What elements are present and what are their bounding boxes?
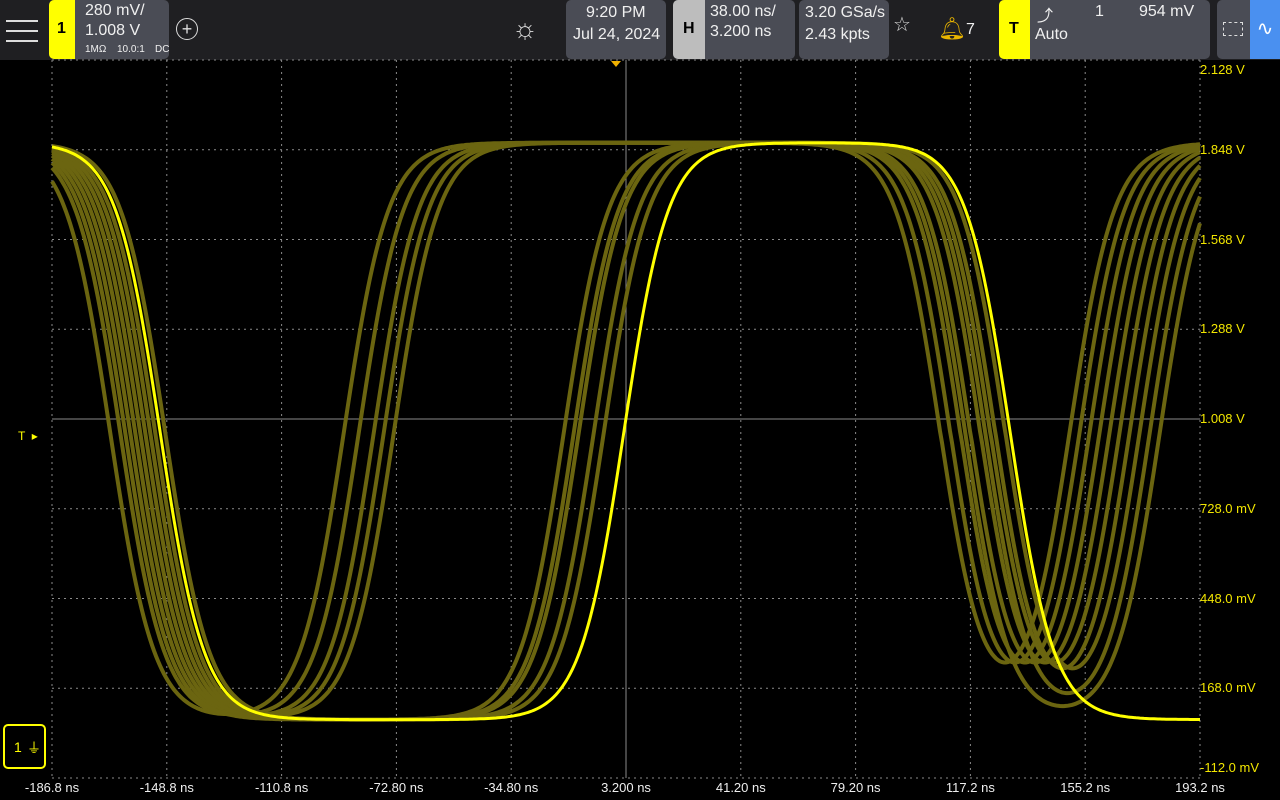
x-axis-label: -148.8 ns — [139, 780, 194, 795]
persistence-trace — [51, 140, 1202, 722]
rising-edge-icon: ⤴ — [1037, 8, 1054, 25]
favorites-icon[interactable]: ☆ — [893, 14, 911, 36]
ground-marker[interactable]: 1 ⏚ — [3, 724, 46, 769]
persistence-trace — [51, 140, 1202, 722]
box-zoom-icon[interactable] — [1223, 22, 1243, 36]
zoom-select-button[interactable]: ∿ — [1217, 0, 1280, 59]
y-axis-label: 448.0 mV — [1200, 590, 1256, 606]
horizontal-button[interactable]: H 38.00 ns/ 3.200 ns — [673, 0, 795, 59]
menu-icon[interactable] — [6, 18, 38, 42]
x-axis-label: 117.2 ns — [945, 780, 995, 795]
x-axis-label: -34.80 ns — [484, 780, 539, 795]
top-toolbar: 1 280 mV/ 1.008 V 1MΩ 10.0:1 DC + ☼ 9:20… — [0, 0, 1280, 60]
y-axis-label: 1.568 V — [1200, 231, 1245, 247]
horizontal-scale: 38.00 ns/ — [710, 3, 776, 20]
ground-icon: ⏚ — [27, 740, 41, 756]
x-axis-label: 3.200 ns — [601, 780, 651, 795]
persistence-traces — [50, 140, 1202, 722]
trigger-source: 1 — [1095, 3, 1104, 20]
channel1-button[interactable]: 1 280 mV/ 1.008 V 1MΩ 10.0:1 DC — [49, 0, 169, 59]
trigger-mode: Auto — [1035, 26, 1068, 43]
channel-number: 1 — [57, 20, 66, 37]
notification-count: 7 — [966, 21, 975, 38]
channel-probe: 10.0:1 — [117, 44, 145, 55]
channel-scale: 280 mV/ — [85, 2, 145, 19]
channel-impedance: 1MΩ — [85, 44, 107, 55]
channel-offset: 1.008 V — [85, 22, 141, 39]
x-axis-label: 193.2 ns — [1175, 780, 1225, 795]
waveform-mode-icon[interactable]: ∿ — [1250, 0, 1280, 59]
x-axis-label: 41.20 ns — [715, 780, 766, 795]
trigger-level: 954 mV — [1139, 3, 1195, 20]
points: 2.43 kpts — [805, 26, 870, 43]
notifications-bell-icon[interactable]: 🔔︎ — [938, 16, 966, 41]
channel1-trace — [51, 141, 1200, 722]
y-axis-label: -112.0 mV — [1200, 760, 1260, 775]
y-axis-label: 728.0 mV — [1200, 500, 1256, 516]
y-axis-label: 1.008 V — [1200, 411, 1245, 426]
x-axis-label: -186.8 ns — [24, 780, 80, 795]
horizontal-label: H — [683, 20, 695, 37]
y-axis-label: 2.128 V — [1200, 62, 1245, 77]
horizontal-position: 3.200 ns — [710, 23, 772, 40]
x-axis-label: -72.80 ns — [369, 780, 424, 795]
x-axis-label: 155.2 ns — [1060, 780, 1111, 795]
add-channel-icon[interactable]: + — [176, 18, 198, 40]
sample-rate: 3.20 GSa/s — [805, 4, 886, 21]
channel-coupling: DC — [155, 44, 170, 55]
y-axis-label: 1.288 V — [1200, 321, 1245, 337]
y-axis-label: 168.0 mV — [1200, 680, 1256, 696]
x-axis-label: 79.20 ns — [830, 780, 881, 795]
persistence-trace — [50, 141, 1202, 722]
clock-time: 9:20 PM — [586, 4, 646, 21]
acquisition-button[interactable]: 3.20 GSa/s 2.43 kpts — [799, 0, 889, 59]
brightness-icon[interactable]: ☼ — [512, 13, 538, 44]
persistence-trace — [51, 140, 1202, 722]
clock-date: Jul 24, 2024 — [573, 26, 661, 43]
clock-display[interactable]: 9:20 PM Jul 24, 2024 — [566, 0, 666, 59]
y-axis-label: 1.848 V — [1200, 141, 1245, 157]
x-axis-label: -110.8 ns — [254, 780, 309, 795]
trigger-level-marker[interactable]: T ▸ — [18, 429, 38, 443]
trigger-label: T — [1009, 20, 1019, 37]
trigger-position-marker[interactable] — [611, 61, 621, 67]
trigger-button[interactable]: T ⤴ 1 954 mV Auto — [999, 0, 1210, 59]
